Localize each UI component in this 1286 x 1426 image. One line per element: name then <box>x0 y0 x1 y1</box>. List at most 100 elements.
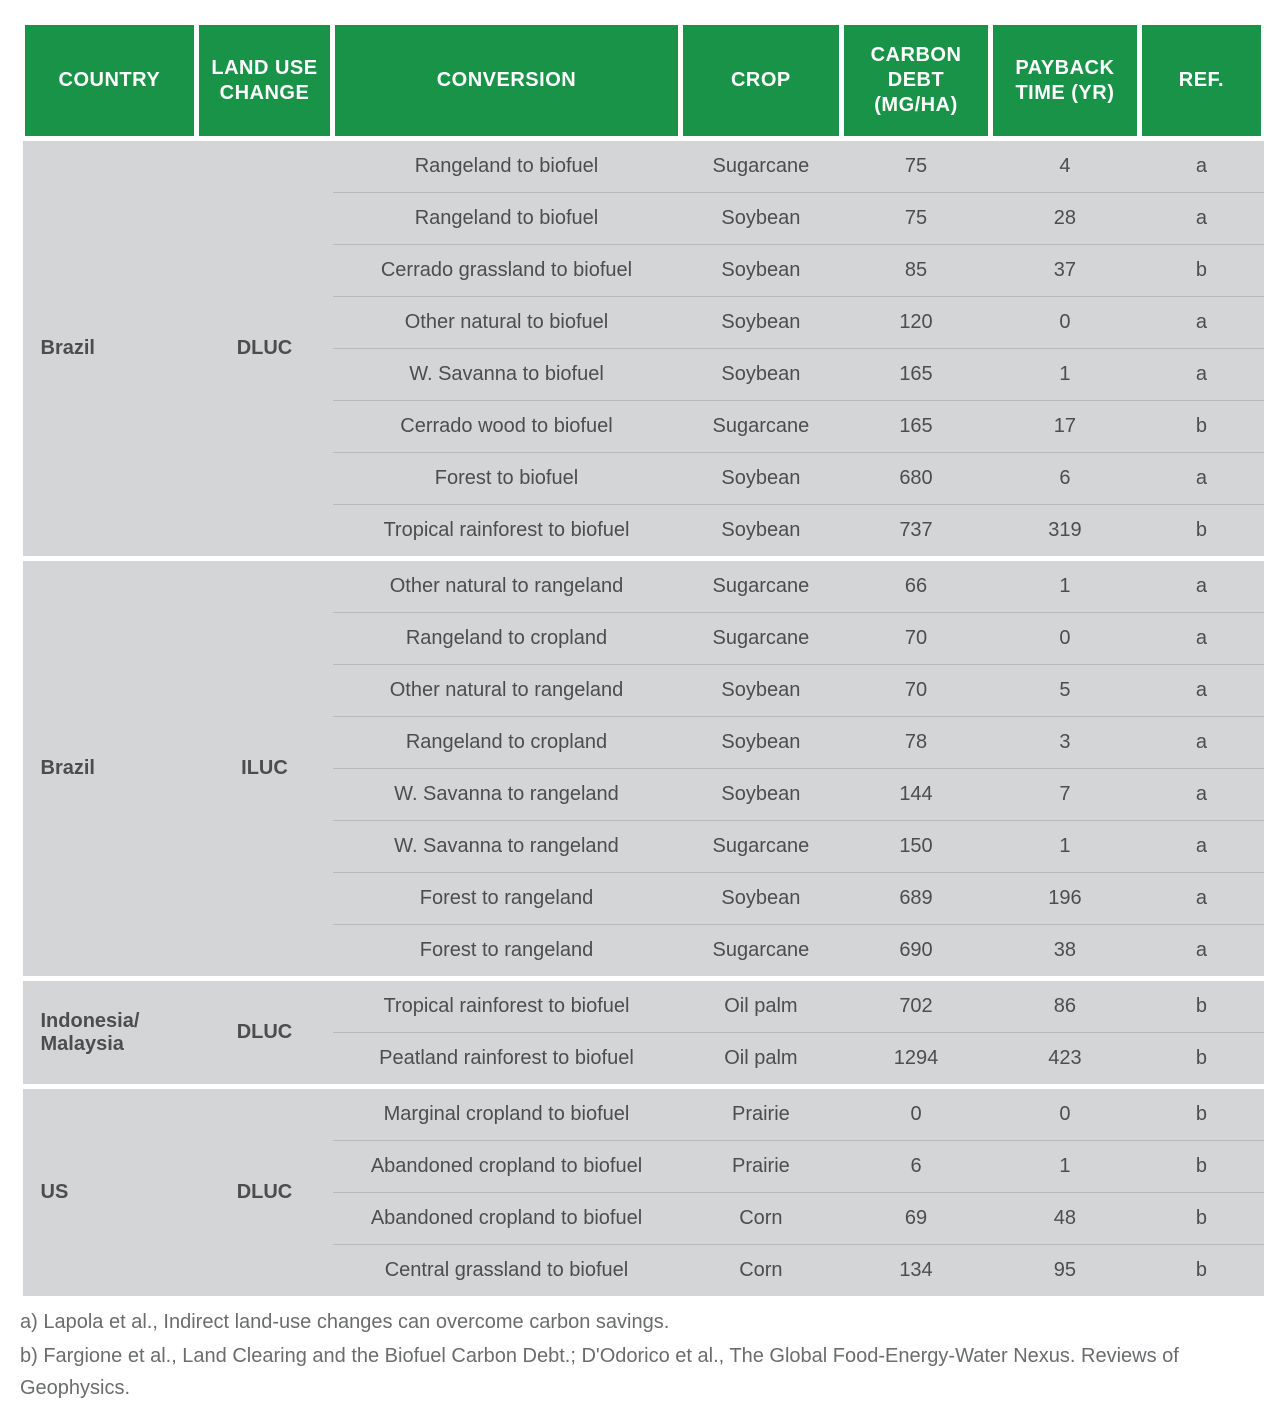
payback-cell: 37 <box>990 245 1139 297</box>
carbon-debt-cell: 165 <box>842 401 991 453</box>
carbon-debt-cell: 689 <box>842 873 991 925</box>
col-header: CONVERSION <box>333 23 680 139</box>
table-group: USDLUCMarginal cropland to biofuelPrairi… <box>23 1087 1264 1297</box>
land-use-change-cell: DLUC <box>196 139 333 559</box>
conversion-cell: Tropical rainforest to biofuel <box>333 979 680 1033</box>
table-header-row: COUNTRYLAND USE CHANGECONVERSIONCROPCARB… <box>23 23 1264 139</box>
crop-cell: Prairie <box>680 1087 841 1141</box>
carbon-debt-cell: 0 <box>842 1087 991 1141</box>
crop-cell: Oil palm <box>680 1033 841 1087</box>
ref-cell: b <box>1139 245 1263 297</box>
table-row: BrazilILUCOther natural to rangelandSuga… <box>23 559 1264 613</box>
crop-cell: Oil palm <box>680 979 841 1033</box>
country-cell: Brazil <box>23 559 197 979</box>
crop-cell: Soybean <box>680 717 841 769</box>
payback-cell: 95 <box>990 1245 1139 1297</box>
crop-cell: Soybean <box>680 193 841 245</box>
ref-cell: b <box>1139 505 1263 559</box>
land-use-change-cell: DLUC <box>196 1087 333 1297</box>
carbon-debt-cell: 690 <box>842 925 991 979</box>
footnotes: a) Lapola et al., Indirect land-use chan… <box>20 1306 1266 1404</box>
conversion-cell: Rangeland to cropland <box>333 717 680 769</box>
crop-cell: Soybean <box>680 665 841 717</box>
table-group: Indonesia/ MalaysiaDLUCTropical rainfore… <box>23 979 1264 1087</box>
crop-cell: Prairie <box>680 1141 841 1193</box>
payback-cell: 6 <box>990 453 1139 505</box>
ref-cell: a <box>1139 613 1263 665</box>
conversion-cell: Other natural to rangeland <box>333 559 680 613</box>
carbon-debt-cell: 85 <box>842 245 991 297</box>
crop-cell: Sugarcane <box>680 821 841 873</box>
carbon-debt-cell: 144 <box>842 769 991 821</box>
ref-cell: b <box>1139 1245 1263 1297</box>
footnote-line: a) Lapola et al., Indirect land-use chan… <box>20 1306 1266 1338</box>
crop-cell: Soybean <box>680 453 841 505</box>
ref-cell: a <box>1139 665 1263 717</box>
carbon-debt-cell: 165 <box>842 349 991 401</box>
conversion-cell: Marginal cropland to biofuel <box>333 1087 680 1141</box>
payback-cell: 28 <box>990 193 1139 245</box>
col-header: COUNTRY <box>23 23 197 139</box>
table-group: BrazilILUCOther natural to rangelandSuga… <box>23 559 1264 979</box>
ref-cell: b <box>1139 401 1263 453</box>
ref-cell: a <box>1139 717 1263 769</box>
carbon-debt-cell: 737 <box>842 505 991 559</box>
conversion-cell: W. Savanna to rangeland <box>333 769 680 821</box>
carbon-debt-cell: 702 <box>842 979 991 1033</box>
col-header: PAYBACK TIME (YR) <box>990 23 1139 139</box>
conversion-cell: W. Savanna to biofuel <box>333 349 680 401</box>
ref-cell: a <box>1139 769 1263 821</box>
col-header: LAND USE CHANGE <box>196 23 333 139</box>
carbon-debt-cell: 1294 <box>842 1033 991 1087</box>
crop-cell: Corn <box>680 1193 841 1245</box>
table-row: Indonesia/ MalaysiaDLUCTropical rainfore… <box>23 979 1264 1033</box>
conversion-cell: Rangeland to cropland <box>333 613 680 665</box>
conversion-cell: Tropical rainforest to biofuel <box>333 505 680 559</box>
conversion-cell: Other natural to biofuel <box>333 297 680 349</box>
conversion-cell: Peatland rainforest to biofuel <box>333 1033 680 1087</box>
crop-cell: Soybean <box>680 769 841 821</box>
crop-cell: Soybean <box>680 873 841 925</box>
conversion-cell: Cerrado grassland to biofuel <box>333 245 680 297</box>
payback-cell: 5 <box>990 665 1139 717</box>
table-group: BrazilDLUCRangeland to biofuelSugarcane7… <box>23 139 1264 559</box>
payback-cell: 1 <box>990 349 1139 401</box>
crop-cell: Sugarcane <box>680 559 841 613</box>
crop-cell: Corn <box>680 1245 841 1297</box>
carbon-debt-cell: 6 <box>842 1141 991 1193</box>
carbon-debt-cell: 70 <box>842 613 991 665</box>
carbon-debt-cell: 75 <box>842 139 991 193</box>
ref-cell: a <box>1139 873 1263 925</box>
table-header: COUNTRYLAND USE CHANGECONVERSIONCROPCARB… <box>23 23 1264 139</box>
carbon-debt-cell: 120 <box>842 297 991 349</box>
conversion-cell: Abandoned cropland to biofuel <box>333 1193 680 1245</box>
carbon-debt-table: COUNTRYLAND USE CHANGECONVERSIONCROPCARB… <box>20 20 1266 1296</box>
ref-cell: a <box>1139 821 1263 873</box>
ref-cell: a <box>1139 925 1263 979</box>
ref-cell: a <box>1139 559 1263 613</box>
ref-cell: a <box>1139 193 1263 245</box>
payback-cell: 196 <box>990 873 1139 925</box>
carbon-debt-cell: 680 <box>842 453 991 505</box>
crop-cell: Sugarcane <box>680 401 841 453</box>
payback-cell: 1 <box>990 821 1139 873</box>
conversion-cell: Forest to rangeland <box>333 873 680 925</box>
ref-cell: b <box>1139 1193 1263 1245</box>
ref-cell: b <box>1139 1141 1263 1193</box>
conversion-cell: Cerrado wood to biofuel <box>333 401 680 453</box>
payback-cell: 4 <box>990 139 1139 193</box>
col-header: CARBON DEBT (MG/HA) <box>842 23 991 139</box>
payback-cell: 17 <box>990 401 1139 453</box>
land-use-change-cell: DLUC <box>196 979 333 1087</box>
table-row: USDLUCMarginal cropland to biofuelPrairi… <box>23 1087 1264 1141</box>
payback-cell: 0 <box>990 1087 1139 1141</box>
payback-cell: 48 <box>990 1193 1139 1245</box>
payback-cell: 3 <box>990 717 1139 769</box>
crop-cell: Soybean <box>680 349 841 401</box>
payback-cell: 1 <box>990 559 1139 613</box>
crop-cell: Sugarcane <box>680 139 841 193</box>
conversion-cell: Rangeland to biofuel <box>333 193 680 245</box>
payback-cell: 319 <box>990 505 1139 559</box>
ref-cell: b <box>1139 1033 1263 1087</box>
carbon-debt-cell: 134 <box>842 1245 991 1297</box>
